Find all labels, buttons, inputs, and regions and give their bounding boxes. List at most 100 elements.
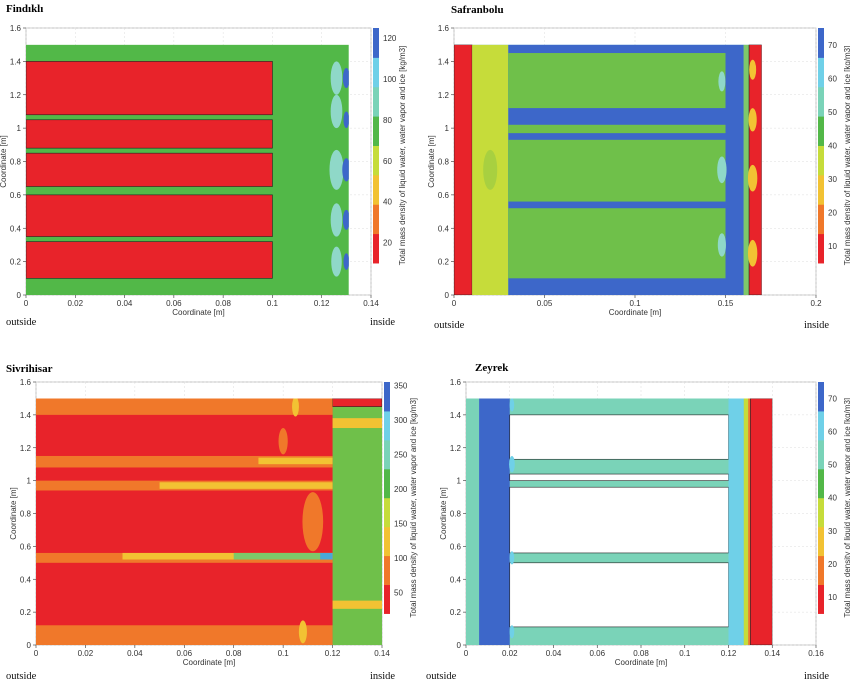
y-tick-label: 1.4 [450,411,462,420]
side-label-inside: inside [370,671,395,682]
material-region [743,44,750,295]
x-tick-label: 0.04 [546,649,562,658]
colorbar-tick-label: 300 [394,416,408,425]
chart-title: Zeyrek [475,362,509,374]
material-region [159,482,333,489]
colorbar-segment [373,174,379,205]
y-tick-label: 1 [17,124,22,133]
side-label-outside: outside [6,317,37,328]
side-label-outside: outside [426,671,457,682]
x-tick-label: 0.1 [679,649,691,658]
y-tick-label: 0 [27,641,32,650]
y-tick-label: 0.8 [10,158,22,167]
x-tick-label: 0.06 [589,649,605,658]
material-region [479,398,510,645]
y-tick-label: 0.6 [10,191,22,200]
contour-zone [717,156,727,184]
y-tick-label: 1.6 [438,24,450,33]
contour-zone [342,158,349,182]
y-tick-label: 1 [457,477,462,486]
material-region [509,473,729,481]
y-tick-label: 1 [27,477,32,486]
y-tick-label: 1.6 [20,378,32,387]
colorbar-tick-label: 60 [828,428,837,437]
colorbar-segment [818,28,824,58]
colorbar-segment [818,439,824,470]
y-tick-label: 0.8 [438,158,450,167]
y-tick-label: 0 [457,641,462,650]
y-tick-label: 0 [445,291,450,300]
y-tick-label: 0.4 [10,224,22,233]
side-label-outside: outside [6,671,37,682]
y-axis-label: Coordinate [m] [439,487,448,539]
chart-title: Findıklı [6,3,43,15]
material-region [26,152,273,187]
y-tick-label: 0.8 [20,510,32,519]
x-axis-label: Coordinate [m] [609,308,661,317]
chart-title: Safranbolu [451,4,504,16]
material-region [743,398,749,645]
y-tick-label: 1.2 [10,91,22,100]
x-tick-label: 0.08 [226,649,242,658]
x-tick-label: 0.15 [718,299,734,308]
field-contour [36,398,382,645]
colorbar-segment [818,584,824,614]
x-tick-label: 0.04 [117,299,133,308]
colorbar-segment [818,86,824,117]
colorbar-segment [818,145,824,176]
colorbar-tick-label: 150 [394,520,408,529]
colorbar-segment [818,116,824,146]
y-tick-label: 0 [17,291,22,300]
colorbar-tick-label: 70 [828,395,837,404]
colorbar-segment [818,174,824,205]
material-region [728,398,744,645]
material-region [509,414,729,460]
contour-zone [747,164,758,192]
colorbar-label: Total mass density of liquid water, wate… [843,46,850,266]
colorbar-tick-label: 200 [394,485,408,494]
x-tick-label: 0.16 [808,649,824,658]
contour-zone [302,492,324,552]
colorbar-segment [384,439,390,470]
x-tick-label: 0.05 [537,299,553,308]
x-tick-label: 0.06 [166,299,182,308]
x-tick-label: 0.1 [267,299,279,308]
material-region [26,61,273,116]
y-tick-label: 1.2 [20,444,32,453]
chart-panel-2: Safranbolu 0 0.05 0.1 0.15 0.2 0 0.2 0.4 0.6 0.8 1 1… [427,4,850,331]
x-axis-label: Coordinate [m] [172,308,224,317]
contour-zone [718,71,726,92]
colorbar-tick-label: 50 [394,589,403,598]
colorbar-tick-label: 250 [394,451,408,460]
material-region [258,457,333,465]
material-region [36,455,333,468]
chart-title: Sivrihisar [6,363,53,375]
colorbar-segment [818,410,824,441]
x-tick-label: 0.02 [78,649,94,658]
colorbar-segment [818,555,824,586]
colorbar-tick-label: 350 [394,381,408,390]
chart-panel-3: Sivrihisar 0 0.02 0.04 0.06 0.08 0.1 0.12 0.14 0 0… [6,363,418,682]
x-tick-label: 0 [34,649,39,658]
contour-zone [342,68,349,89]
x-axis-label: Coordinate [m] [615,658,667,667]
material-region [332,600,382,609]
y-tick-label: 0.2 [438,258,450,267]
material-region [26,241,273,279]
x-tick-label: 0.1 [629,299,641,308]
x-tick-label: 0.12 [721,649,737,658]
y-tick-label: 0.6 [20,542,32,551]
x-tick-label: 0.14 [374,649,390,658]
y-tick-label: 0.6 [438,191,450,200]
colorbar-segment [818,233,824,264]
material-region [508,208,726,279]
material-region [466,398,480,645]
y-tick-label: 0.4 [20,575,32,584]
colorbar-segment [384,526,390,557]
contour-zone [330,61,343,95]
colorbar-segment [818,204,824,235]
field-contour [26,44,349,295]
colorbar-tick-label: 100 [394,554,408,563]
contour-zone [278,428,288,455]
